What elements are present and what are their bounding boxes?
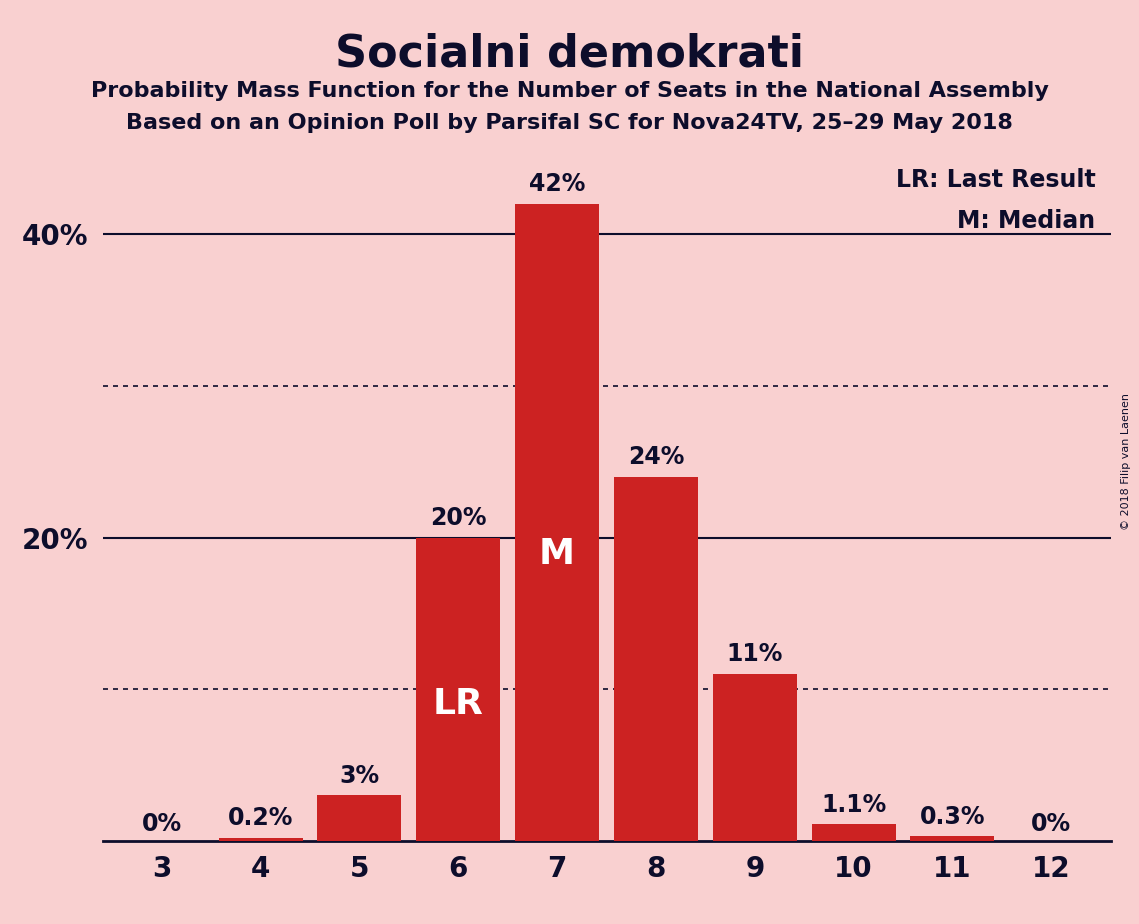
Bar xyxy=(614,477,698,841)
Text: 0.3%: 0.3% xyxy=(919,805,985,829)
Bar xyxy=(219,838,303,841)
Text: © 2018 Filip van Laenen: © 2018 Filip van Laenen xyxy=(1121,394,1131,530)
Text: 20%: 20% xyxy=(431,506,486,530)
Text: 24%: 24% xyxy=(628,445,685,469)
Bar xyxy=(812,824,895,841)
Bar xyxy=(713,674,797,841)
Text: 0.2%: 0.2% xyxy=(228,807,294,831)
Bar xyxy=(515,204,599,841)
Text: 3%: 3% xyxy=(339,764,379,788)
Text: M: Median: M: Median xyxy=(957,210,1096,234)
Text: 42%: 42% xyxy=(528,172,585,196)
Text: 1.1%: 1.1% xyxy=(821,793,886,817)
Text: Socialni demokrati: Socialni demokrati xyxy=(335,32,804,76)
Text: 0%: 0% xyxy=(141,812,182,836)
Text: 0%: 0% xyxy=(1031,812,1072,836)
Text: 11%: 11% xyxy=(727,642,782,666)
Text: LR: Last Result: LR: Last Result xyxy=(895,167,1096,191)
Text: Based on an Opinion Poll by Parsifal SC for Nova24TV, 25–29 May 2018: Based on an Opinion Poll by Parsifal SC … xyxy=(126,113,1013,133)
Text: M: M xyxy=(539,537,575,571)
Text: LR: LR xyxy=(433,687,484,722)
Bar xyxy=(910,836,994,841)
Bar xyxy=(318,796,401,841)
Text: Probability Mass Function for the Number of Seats in the National Assembly: Probability Mass Function for the Number… xyxy=(91,81,1048,102)
Bar xyxy=(416,538,500,841)
